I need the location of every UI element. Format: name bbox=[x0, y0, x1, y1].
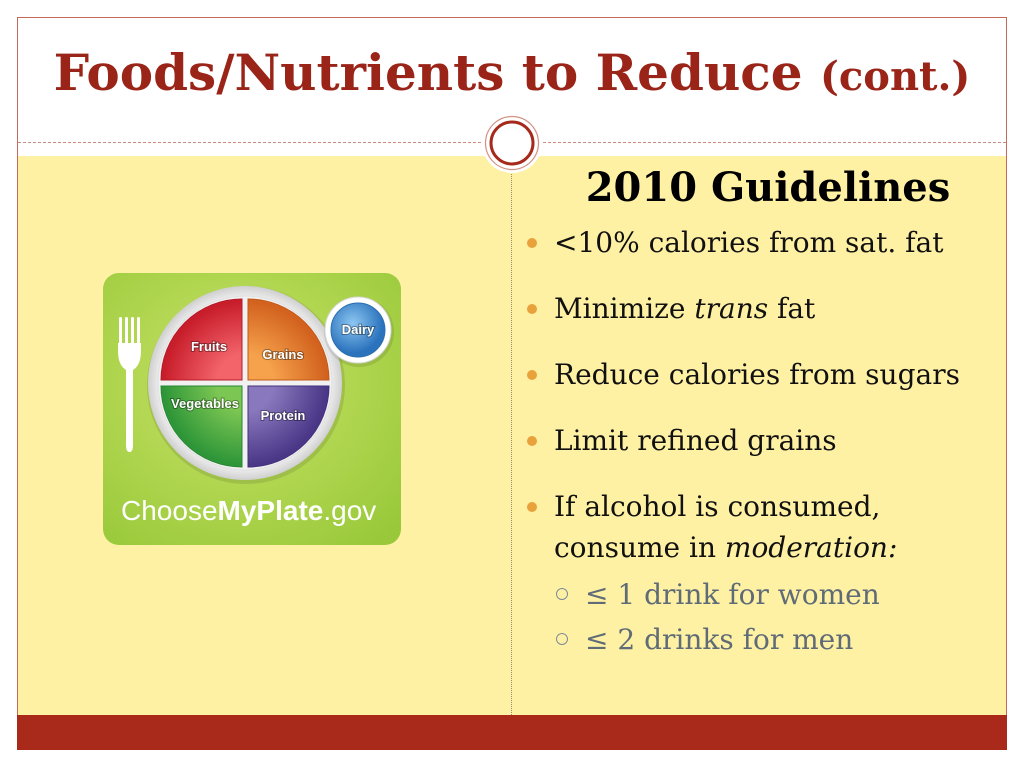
bullet-emphasis: trans bbox=[694, 292, 769, 325]
myplate-logo-text: ChooseMyPlate.gov bbox=[121, 495, 376, 526]
sub-bullet-item: ≤ 1 drink for women bbox=[554, 574, 1000, 615]
sub-bullet-item: ≤ 2 drinks for men bbox=[554, 619, 1000, 660]
bullet-text: fat bbox=[777, 292, 816, 325]
bullet-text: consume in bbox=[554, 531, 716, 564]
bullet-text: If alcohol is consumed, bbox=[554, 490, 881, 523]
sub-bullet-marker bbox=[556, 633, 568, 645]
sub-bullet-text: ≤ 2 drinks for men bbox=[585, 623, 854, 656]
bullet-marker bbox=[527, 238, 537, 248]
sub-bullet-list: ≤ 1 drink for women ≤ 2 drinks for men bbox=[554, 574, 1000, 660]
sub-bullet-marker bbox=[556, 588, 568, 600]
logo-text-choose: Choose bbox=[121, 495, 218, 526]
bottom-accent-bar bbox=[17, 715, 1007, 750]
logo-text-domain: .gov bbox=[323, 495, 376, 526]
bullet-item: Minimize trans fat bbox=[524, 288, 1000, 329]
bullet-text: Minimize bbox=[554, 292, 686, 325]
plate-section-protein bbox=[247, 385, 330, 468]
ornament-inner-ring bbox=[489, 120, 535, 166]
fork-icon bbox=[118, 317, 141, 452]
slide-title: Foods/Nutrients to Reduce (cont.) bbox=[17, 38, 1007, 108]
bullet-text: Limit refined grains bbox=[554, 424, 837, 457]
bullet-marker bbox=[527, 436, 537, 446]
dairy-cup-icon bbox=[324, 296, 394, 367]
bullet-item: <10% calories from sat. fat bbox=[524, 222, 1000, 263]
plate-label-fruits: Fruits bbox=[191, 339, 227, 354]
bullet-text: Reduce calories from sugars bbox=[554, 358, 960, 391]
plate-label-dairy: Dairy bbox=[342, 322, 375, 337]
sub-bullet-text: ≤ 1 drink for women bbox=[585, 578, 880, 611]
bullet-item: Reduce calories from sugars bbox=[524, 354, 1000, 395]
column-divider bbox=[511, 174, 512, 715]
logo-text-myplate: MyPlate bbox=[218, 495, 324, 526]
plate-label-vegetables: Vegetables bbox=[171, 396, 239, 411]
plate-label-grains: Grains bbox=[262, 347, 303, 362]
plate-section-grains bbox=[247, 298, 330, 381]
slide-title-suffix: (cont.) bbox=[819, 53, 971, 100]
slide-title-main: Foods/Nutrients to Reduce bbox=[53, 43, 803, 102]
bullet-emphasis: moderation: bbox=[724, 531, 898, 564]
plate-icon bbox=[147, 286, 345, 484]
guidelines-heading: 2010 Guidelines bbox=[585, 164, 951, 211]
ornament-thin-ring bbox=[484, 115, 540, 171]
divider-ornament-icon bbox=[482, 113, 542, 173]
bullet-marker bbox=[527, 370, 537, 380]
bullet-marker bbox=[527, 304, 537, 314]
guidelines-bullet-list: <10% calories from sat. fat Minimize tra… bbox=[524, 222, 1000, 685]
bullet-text: <10% calories from sat. fat bbox=[554, 226, 944, 259]
bullet-item: Limit refined grains bbox=[524, 420, 1000, 461]
bullet-marker bbox=[527, 502, 537, 512]
plate-section-vegetables bbox=[160, 385, 243, 468]
bullet-item: If alcohol is consumed, consume in moder… bbox=[524, 486, 1000, 660]
plate-label-protein: Protein bbox=[261, 408, 306, 423]
plate-section-fruits bbox=[160, 298, 243, 381]
myplate-logo: Fruits Grains Vegetables Protein Dairy C… bbox=[103, 273, 401, 545]
slide-frame bbox=[17, 17, 1007, 750]
